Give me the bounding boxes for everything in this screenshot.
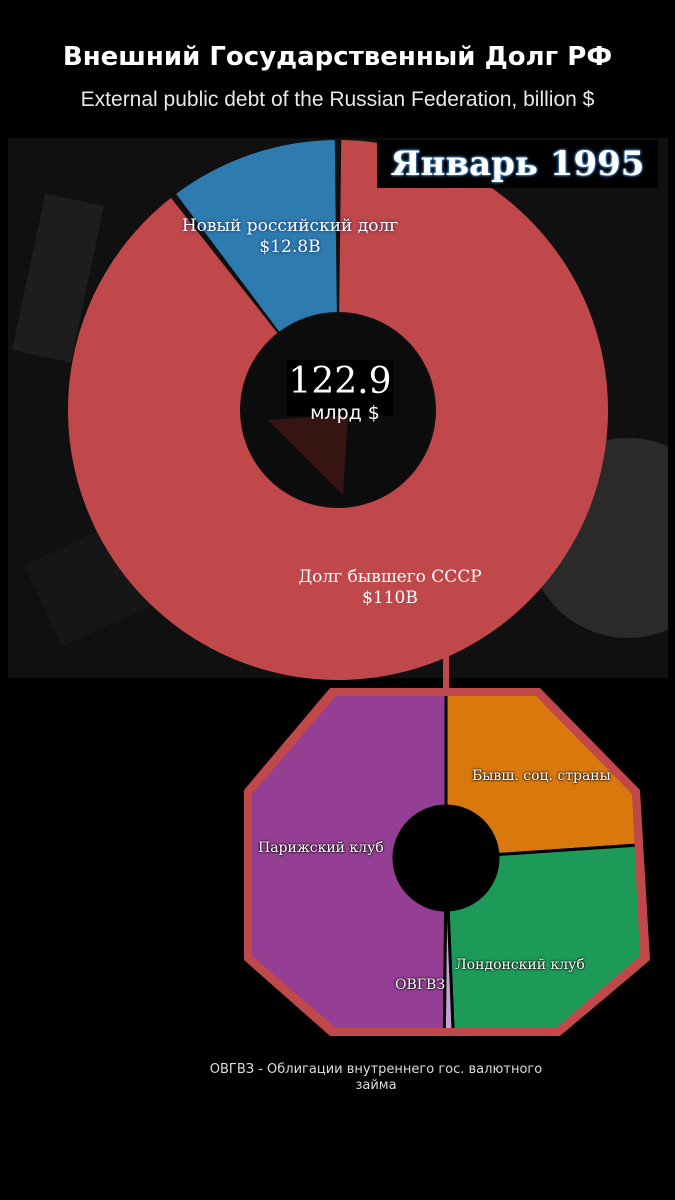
slice-value-text: $110B xyxy=(362,588,418,608)
segment-label-paris-club: Парижский клуб xyxy=(258,840,384,856)
date-badge: Январь 1995 xyxy=(377,140,658,188)
center-decoration xyxy=(268,415,348,495)
footnote: ОВГВЗ - Облигации внутреннего гос. валют… xyxy=(209,1062,543,1093)
breakdown-hole xyxy=(394,806,498,910)
page-subtitle: External public debt of the Russian Fede… xyxy=(80,88,595,111)
segment-label-london-club: Лондонский клуб xyxy=(455,957,585,973)
slice-label-new-debt: Новый российский долг $12.8B xyxy=(170,216,410,258)
total-unit: млрд $ xyxy=(310,402,380,424)
segment-label-former-socialist: Бывш. соц. страны xyxy=(472,768,611,784)
total-value: 122.9 xyxy=(288,361,392,402)
total-box xyxy=(287,360,393,416)
slice-label-ussr-debt: Долг бывшего СССР $110B xyxy=(270,567,510,609)
segment-label-ovgvz: ОВГВЗ xyxy=(395,977,446,993)
slice-new-debt xyxy=(176,140,337,332)
page-title: Внешний Государственный Долг РФ xyxy=(62,42,613,72)
slice-label-text: Новый российский долг xyxy=(181,216,399,236)
slice-value-text: $12.8B xyxy=(259,237,321,257)
slice-label-text: Долг бывшего СССР xyxy=(298,567,482,587)
slice-ussr-debt xyxy=(67,140,608,681)
slice-paris-club xyxy=(252,696,448,1028)
